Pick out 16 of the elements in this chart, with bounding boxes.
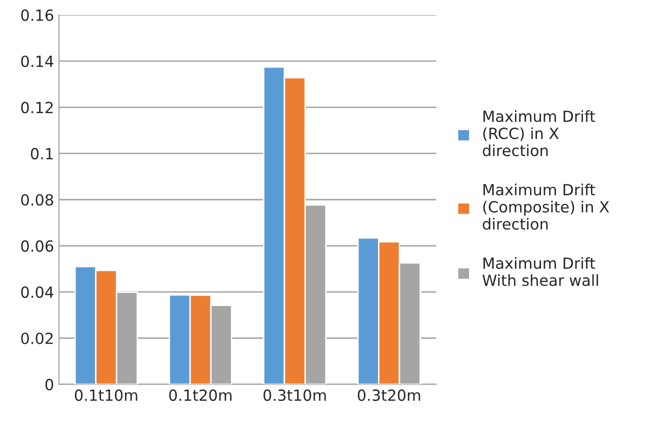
x-tick-label: 0.1t10m bbox=[74, 389, 138, 401]
y-tick-label: 0.04 bbox=[21, 286, 54, 298]
x-tick-label: 0.3t20m bbox=[358, 389, 420, 401]
y-tick-label: 0.14 bbox=[21, 56, 54, 68]
x-tick-label: 0.3t10m bbox=[263, 389, 326, 401]
y-tick-label: 0.02 bbox=[21, 332, 53, 344]
x-tick-label: 0.1t20m bbox=[169, 389, 232, 401]
legend-label: Maximum Drift (Composite) in X direction bbox=[482, 184, 610, 230]
legend-label: Maximum Drift With shear wall bbox=[482, 257, 598, 286]
legend-label: Maximum Drift (RCC) in X direction bbox=[482, 110, 596, 156]
y-tick-label: 0.12 bbox=[21, 102, 53, 114]
y-tick-label: 0.16 bbox=[21, 9, 54, 21]
y-tick-label: 0.08 bbox=[21, 194, 54, 206]
y-tick-label: 0.1 bbox=[30, 148, 53, 160]
y-tick-label: 0.06 bbox=[21, 240, 54, 252]
y-tick-label: 0 bbox=[45, 378, 54, 390]
